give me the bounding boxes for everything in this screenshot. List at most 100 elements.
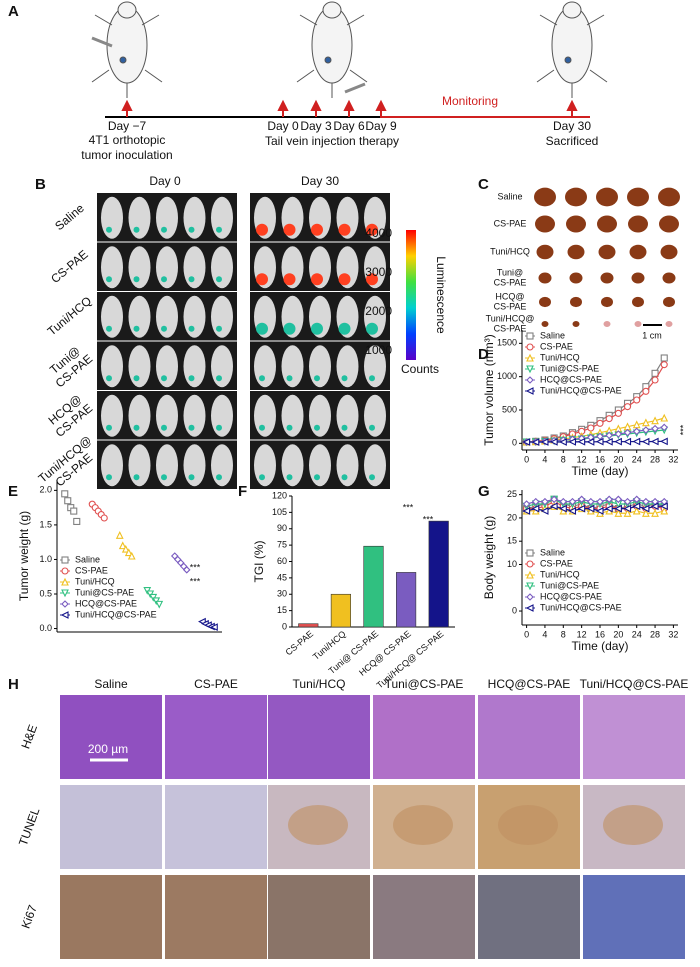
legend-label: CS-PAE: [540, 341, 573, 351]
note: 4T1 orthotopic: [89, 133, 166, 147]
day-label: Day 0: [267, 119, 299, 133]
signal: [216, 424, 222, 431]
signal: [338, 322, 351, 335]
micrograph: [478, 875, 580, 959]
marker: [614, 430, 623, 438]
marker: [526, 353, 534, 362]
signal: [133, 276, 140, 283]
tumor: [566, 215, 586, 233]
marker: [61, 556, 69, 564]
tumor: [597, 215, 617, 233]
marker: [623, 403, 632, 411]
legend-label: Tuni@CS-PAE: [75, 587, 134, 597]
signal: [283, 322, 296, 335]
marker: [115, 531, 124, 539]
colorbar-tick: 1000: [365, 343, 392, 357]
signal: [259, 474, 265, 481]
mouse: [336, 345, 359, 388]
marker: [651, 376, 659, 384]
marker: [540, 438, 549, 446]
signal: [106, 474, 112, 481]
tumor: [628, 215, 648, 233]
mouse: [281, 444, 304, 487]
mouse: [281, 345, 304, 388]
tumor: [567, 244, 585, 260]
mouse: [128, 196, 151, 239]
marker: [641, 509, 650, 517]
micrograph: [268, 875, 370, 959]
series-line: [526, 440, 665, 443]
signal: [256, 223, 268, 236]
bar: [428, 520, 449, 628]
x-axis-label: Time (day): [572, 464, 629, 478]
marker: [522, 507, 531, 515]
marker: [651, 509, 659, 517]
panel-label: A: [8, 3, 19, 20]
signal: [188, 474, 195, 481]
mouse: [211, 444, 233, 487]
marker: [559, 438, 567, 446]
signal: [161, 276, 167, 283]
x-tick-label: 8: [561, 629, 566, 639]
x-tick-label: 0: [524, 629, 529, 639]
signal: [341, 474, 348, 481]
signal: [188, 226, 195, 233]
day-label: Day 30: [553, 119, 591, 133]
mouse: [183, 394, 206, 437]
mouse: [101, 196, 123, 239]
row-label: TUNEL: [16, 806, 43, 848]
signal: [188, 276, 195, 283]
monitoring-label: Monitoring: [442, 94, 498, 108]
y-tick-label: 10: [507, 559, 517, 569]
panel-label: F: [238, 483, 247, 500]
micrograph: [165, 875, 267, 959]
x-axis-label: Time (day): [572, 639, 629, 653]
panel-label: B: [35, 176, 46, 193]
row-label: Saline: [52, 201, 87, 233]
marker: [541, 497, 549, 506]
panel-label: D: [478, 346, 489, 363]
signal: [338, 223, 351, 236]
signal: [341, 375, 348, 382]
signal: [286, 375, 293, 382]
series-line: [526, 498, 665, 507]
marker: [568, 437, 577, 446]
marker: [586, 504, 595, 513]
tumor: [603, 321, 611, 327]
marker: [577, 495, 586, 504]
row-label: Saline: [497, 191, 522, 201]
marker: [531, 504, 540, 513]
marker: [526, 376, 534, 384]
y-tick-label: 120: [272, 490, 287, 500]
mouse: [336, 394, 359, 437]
marker: [651, 416, 659, 425]
timeline-arrow: [277, 99, 289, 117]
signal: [106, 424, 112, 431]
signal: [256, 322, 268, 335]
colorbar-title: Luminescence: [434, 256, 448, 334]
marker: [623, 504, 632, 513]
series-line: [526, 498, 665, 505]
legend-label: CS-PAE: [75, 565, 108, 575]
mouse: [183, 345, 206, 388]
panel-label: C: [478, 176, 489, 193]
day-label: Day 3: [300, 119, 332, 133]
micrograph: [60, 875, 162, 959]
mouse: [156, 394, 178, 437]
marker: [70, 507, 78, 515]
apoptotic-region: [288, 805, 348, 845]
panel-label: G: [478, 483, 490, 500]
row-label: Tuni@: [497, 267, 523, 277]
marker: [210, 623, 218, 632]
timeline-arrow: [121, 99, 133, 117]
marker: [642, 387, 650, 395]
tumor: [662, 272, 676, 284]
marker: [127, 551, 136, 560]
marker: [632, 437, 641, 446]
x-tick-label: 4: [542, 454, 547, 464]
column-header: Tuni@CS-PAE: [385, 677, 464, 691]
marker: [623, 422, 632, 431]
marker: [61, 600, 69, 608]
marker: [660, 423, 669, 432]
